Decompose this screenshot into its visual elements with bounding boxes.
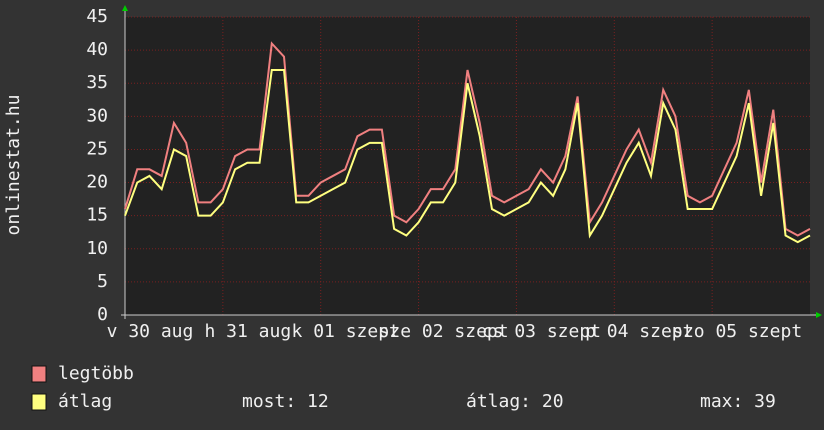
stat-label: átlag: 20	[466, 391, 564, 412]
x-tick-label: p 04 szept	[585, 321, 693, 342]
y-tick-label: 35	[86, 72, 108, 93]
y-tick-label: 5	[97, 271, 108, 292]
legend-label: legtöbb	[58, 363, 134, 384]
legend-swatch	[31, 393, 47, 411]
x-tick-label: v 30 aug	[107, 321, 194, 342]
stat-label: max: 39	[700, 391, 776, 412]
legend-swatch	[31, 365, 47, 383]
x-tick-label: sze 02 szept	[379, 321, 509, 342]
y-tick-label: 25	[86, 138, 108, 159]
y-tick-label: 30	[86, 105, 108, 126]
x-tick-label: szo 05 szept	[672, 321, 802, 342]
axis-arrow	[122, 5, 128, 11]
series-line	[124, 68, 811, 244]
y-tick-label: 40	[86, 39, 108, 60]
y-tick-label: 45	[86, 6, 108, 27]
legend-label: átlag	[58, 391, 112, 412]
y-tick-label: 20	[86, 172, 108, 193]
y-tick-label: 0	[97, 304, 108, 325]
x-tick-label: h 31 aug	[205, 321, 292, 342]
stat-label: most: 12	[242, 391, 329, 412]
y-axis-label: onlinestat.hu	[3, 95, 24, 236]
series-line	[124, 41, 811, 237]
x-tick-label: k 01 szept	[292, 321, 400, 342]
plot-area	[125, 17, 810, 315]
x-tick-label: cs 03 szept	[482, 321, 601, 342]
axis-arrow	[816, 312, 822, 318]
y-tick-label: 10	[86, 238, 108, 259]
y-tick-label: 15	[86, 205, 108, 226]
